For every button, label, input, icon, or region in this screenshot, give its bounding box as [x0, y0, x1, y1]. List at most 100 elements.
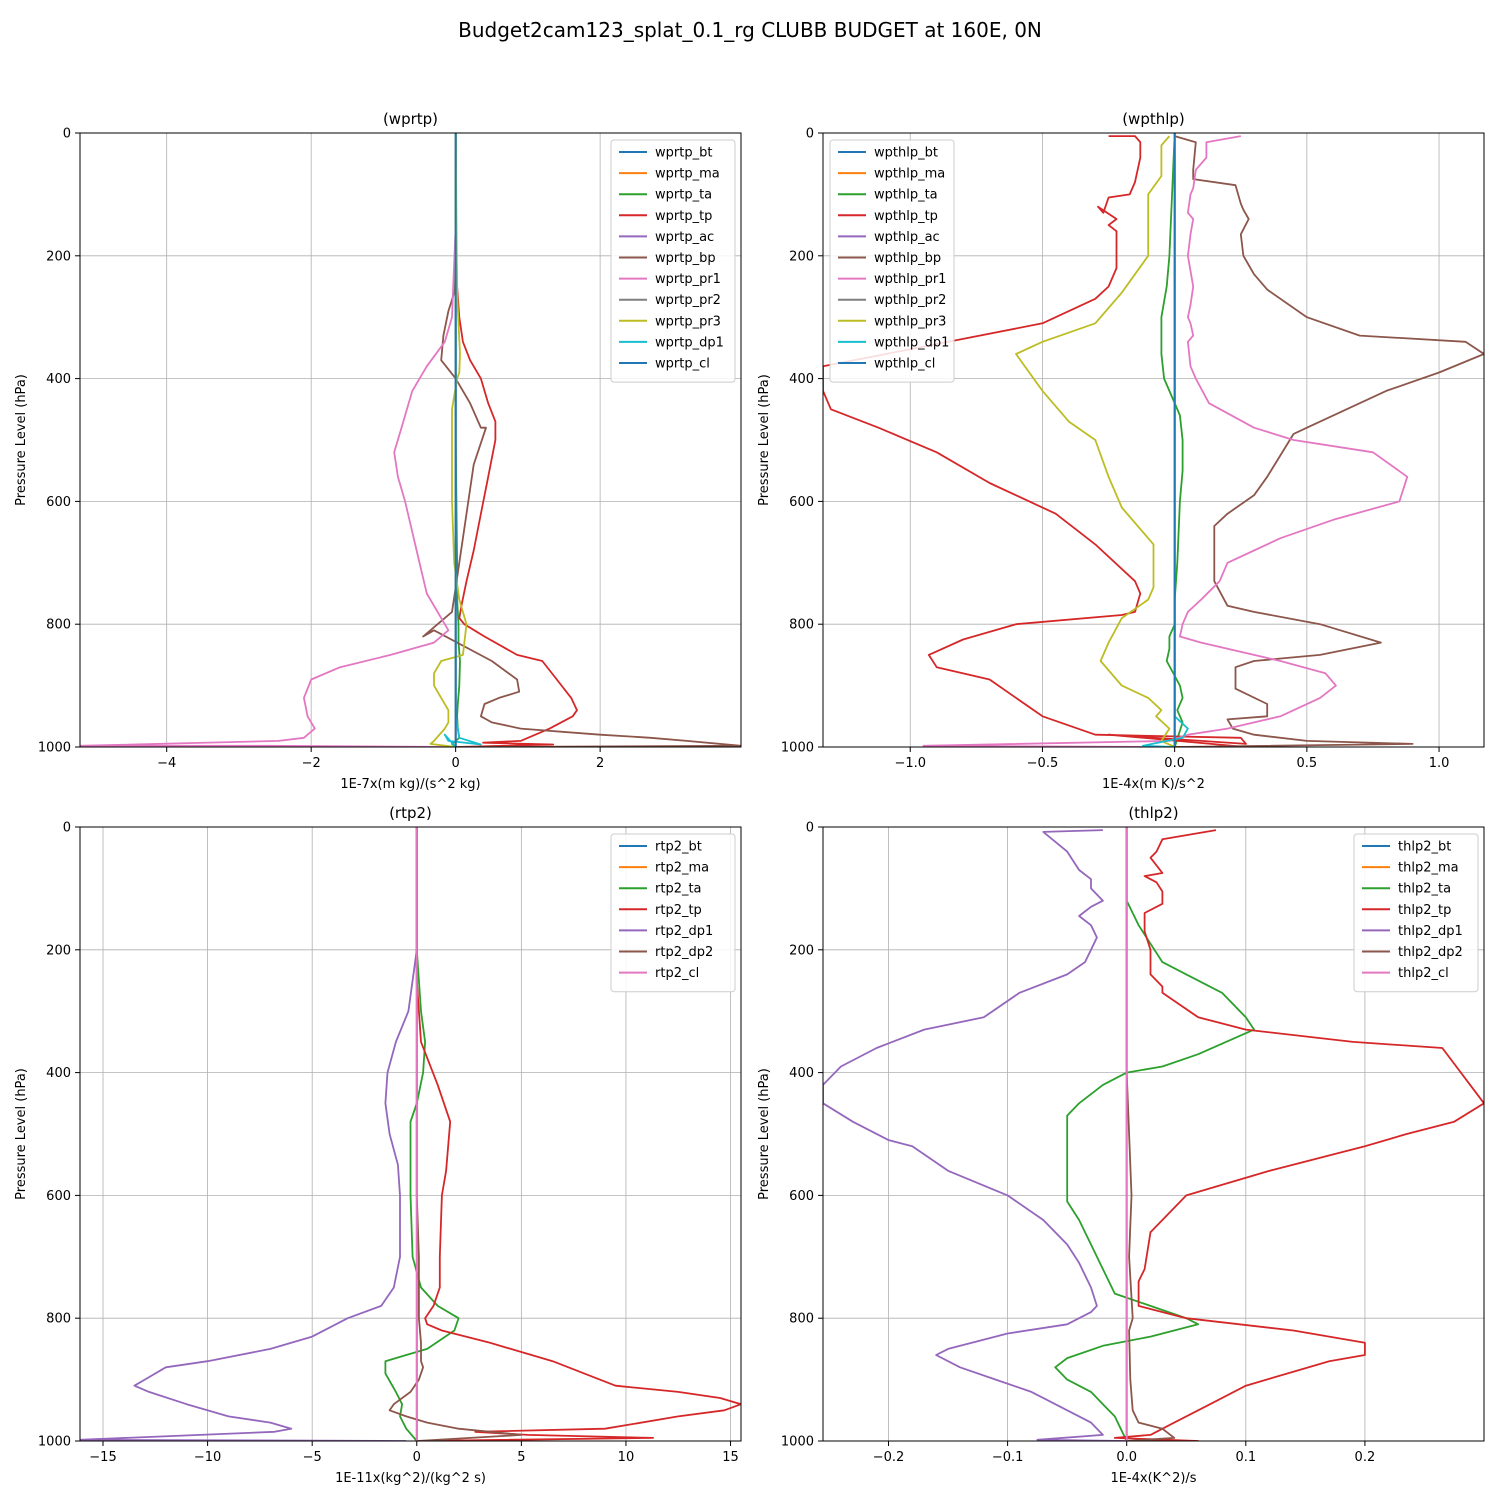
- y-tick-label: 1000: [38, 741, 71, 756]
- legend-label: thlp2_dp2: [1398, 945, 1463, 960]
- series-line-wprtp_pr3: [429, 133, 468, 747]
- y-tick-label: 1000: [781, 741, 814, 756]
- x-tick-label: 0.5: [1297, 756, 1318, 771]
- y-tick-label: 0: [63, 127, 71, 142]
- x-tick-label: −10: [194, 1450, 221, 1465]
- y-axis-label: Pressure Level (hPa): [14, 1068, 29, 1200]
- y-tick-label: 800: [46, 1312, 71, 1327]
- y-tick-label: 600: [789, 495, 814, 510]
- series-lines: [823, 133, 1484, 747]
- legend-label: thlp2_dp1: [1398, 924, 1463, 939]
- legend-label: wprtp_cl: [655, 357, 710, 372]
- subplot-1: −4 −2 0 2 0 200 400 600 800 1000 (wprtp) 1E-7x(m kg…: [14, 110, 742, 792]
- legend: wprtp_bt wprtp_ma wprtp_ta wprtp_tp wprtp_ac…: [610, 139, 736, 383]
- series-line-wpthlp_pr3: [1015, 135, 1176, 747]
- y-tick-label: 1000: [781, 1435, 814, 1450]
- x-tick-label: −4: [157, 756, 176, 771]
- x-tick-label: −15: [89, 1450, 116, 1465]
- legend-label: wprtp_ta: [655, 188, 712, 203]
- y-tick-label: 400: [46, 1066, 71, 1081]
- series-line-thlp2_dp1: [823, 829, 1127, 1441]
- series-line-rtp2_ta: [384, 827, 460, 1441]
- series-line-wpthlp_bp: [1174, 135, 1484, 747]
- x-tick-label: −2: [302, 756, 321, 771]
- series-line-thlp2_dp2: [1125, 827, 1176, 1441]
- series-line-thlp2_tp: [1113, 829, 1484, 1441]
- x-axis-label: 1E-11x(kg^2)/(kg^2 s): [335, 1471, 486, 1486]
- legend-label: wpthlp_ac: [874, 230, 940, 245]
- legend-label: wpthlp_dp1: [874, 335, 949, 350]
- series-line-thlp2_ta: [1054, 827, 1255, 1441]
- legend-label: wprtp_ma: [655, 167, 720, 182]
- subplot-grid: −4 −2 0 2 0 200 400 600 800 1000 (wprtp) 1E-7x(m kg…: [14, 110, 1485, 1486]
- series-line-wpthlp_pr1: [922, 135, 1409, 747]
- subplot-title: (wprtp): [383, 110, 438, 128]
- x-axis-label: 1E-7x(m kg)/(s^2 kg): [340, 777, 480, 792]
- legend-label: rtp2_ta: [655, 882, 702, 897]
- legend-label: wprtp_tp: [655, 209, 712, 224]
- series-line-wpthlp_tp: [823, 135, 1247, 747]
- legend-label: wprtp_pr3: [655, 314, 721, 329]
- legend-label: rtp2_cl: [655, 966, 699, 981]
- subplot-title: (wpthlp): [1122, 110, 1185, 128]
- series-line-rtp2_tp: [415, 827, 741, 1441]
- legend-label: wprtp_pr1: [655, 272, 721, 287]
- x-tick-label: −1.0: [894, 756, 926, 771]
- legend: thlp2_bt thlp2_ma thlp2_ta thlp2_tp thlp2_dp…: [1353, 833, 1479, 993]
- series-line-wpthlp_ta: [1160, 133, 1184, 747]
- x-tick-label: −0.5: [1027, 756, 1059, 771]
- x-tick-label: −5: [303, 1450, 322, 1465]
- x-tick-label: 0: [413, 1450, 421, 1465]
- y-tick-label: 200: [789, 249, 814, 264]
- x-tick-label: 0.2: [1355, 1450, 1376, 1465]
- series-line-rtp2_dp2: [388, 827, 523, 1441]
- y-axis-label: Pressure Level (hPa): [757, 374, 772, 506]
- y-tick-label: 400: [789, 1066, 814, 1081]
- x-tick-label: 0.0: [1164, 756, 1185, 771]
- series-lines: [80, 827, 741, 1441]
- subplot-title: (rtp2): [389, 804, 432, 822]
- axes-frame: [822, 132, 1485, 748]
- y-axis-label: Pressure Level (hPa): [14, 374, 29, 506]
- legend-label: wpthlp_cl: [874, 357, 935, 372]
- x-tick-label: −0.1: [992, 1450, 1024, 1465]
- legend-label: rtp2_dp2: [655, 945, 713, 960]
- legend-label: wpthlp_pr1: [874, 272, 946, 287]
- y-tick-label: 800: [46, 618, 71, 633]
- legend-label: rtp2_bt: [655, 840, 702, 855]
- axes-frame: [822, 826, 1485, 1442]
- legend-label: wprtp_ac: [655, 230, 714, 245]
- y-tick-label: 400: [789, 372, 814, 387]
- subplot-4: −0.2 −0.1 0.0 0.1 0.2 0 200 400 600 800 1000 (thlp2…: [757, 804, 1485, 1486]
- legend-label: rtp2_ma: [655, 861, 709, 876]
- y-tick-label: 600: [46, 1189, 71, 1204]
- y-tick-label: 0: [806, 127, 814, 142]
- series-lines: [80, 133, 741, 747]
- legend-label: thlp2_cl: [1398, 966, 1449, 981]
- x-tick-label: 0.0: [1116, 1450, 1137, 1465]
- x-tick-label: 1.0: [1429, 756, 1450, 771]
- legend-label: wprtp_dp1: [655, 335, 724, 350]
- x-tick-label: 2: [596, 756, 604, 771]
- legend-label: thlp2_ma: [1398, 861, 1459, 876]
- x-axis-label: 1E-4x(m K)/s^2: [1102, 777, 1205, 792]
- y-tick-label: 200: [46, 249, 71, 264]
- x-tick-label: 15: [722, 1450, 739, 1465]
- y-tick-label: 600: [46, 495, 71, 510]
- legend-label: wpthlp_pr2: [874, 293, 946, 308]
- legend-label: thlp2_ta: [1398, 882, 1451, 897]
- x-tick-label: 5: [517, 1450, 525, 1465]
- y-tick-label: 1000: [38, 1435, 71, 1450]
- x-axis-label: 1E-4x(K^2)/s: [1110, 1471, 1196, 1486]
- y-tick-label: 800: [789, 1312, 814, 1327]
- legend-label: thlp2_tp: [1398, 903, 1451, 918]
- y-tick-label: 400: [46, 372, 71, 387]
- x-tick-label: 0: [452, 756, 460, 771]
- legend-label: wpthlp_bp: [874, 251, 941, 266]
- legend-label: wpthlp_ma: [874, 167, 945, 182]
- legend-label: wprtp_bp: [655, 251, 716, 266]
- axes-frame: [79, 132, 742, 748]
- legend-label: wpthlp_ta: [874, 188, 938, 203]
